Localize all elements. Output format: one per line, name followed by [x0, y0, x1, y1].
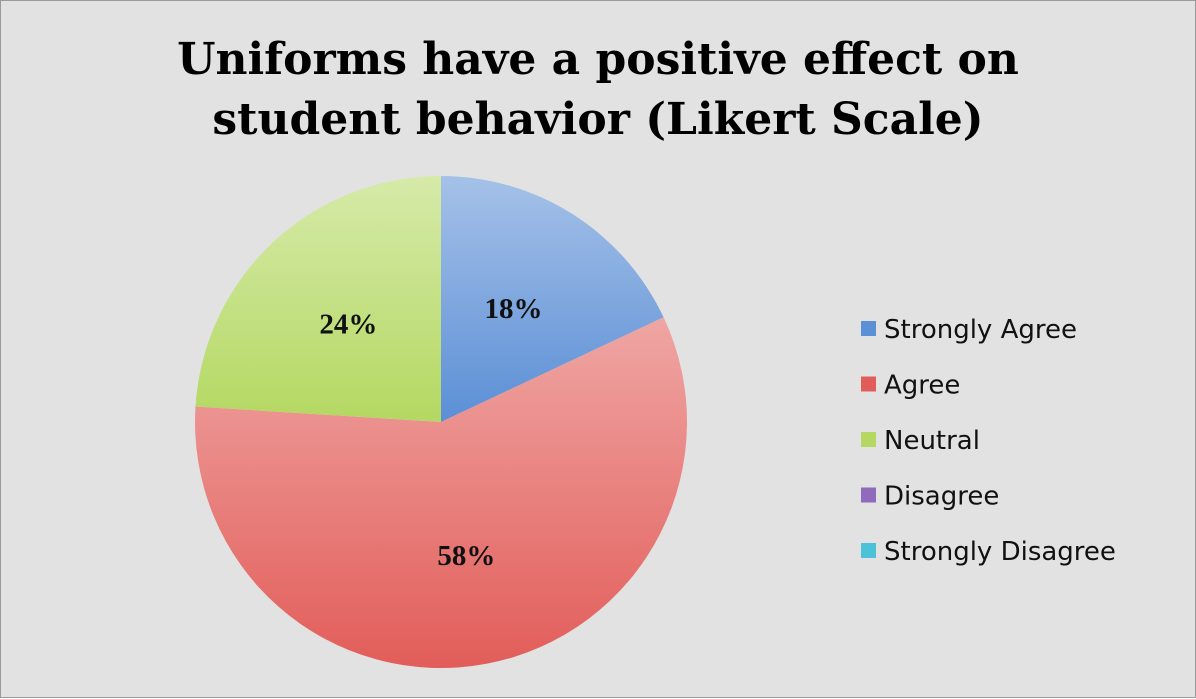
- legend-label-agree: Agree: [884, 371, 960, 401]
- slice-strongly-agree: [441, 176, 664, 422]
- legend-swatch-strongly-disagree: [861, 543, 876, 558]
- legend-swatch-disagree: [861, 487, 876, 503]
- legend-label-strongly-agree: Strongly Agree: [884, 315, 1077, 345]
- pie-slices: [195, 176, 688, 669]
- slice-agree: [195, 317, 688, 669]
- data-label-strongly-agree: 18%: [485, 293, 543, 325]
- chart-title-line-2: student behavior (Likert Scale): [212, 94, 983, 145]
- legend-swatch-agree: [861, 376, 876, 392]
- legend-swatch-neutral: [861, 432, 876, 447]
- data-label-agree: 58%: [437, 540, 495, 572]
- legend-swatch-strongly-agree: [861, 321, 876, 336]
- pie-data-labels: 18% 58% 24%: [319, 293, 542, 572]
- legend-label-neutral: Neutral: [884, 426, 980, 456]
- legend-label-disagree: Disagree: [884, 482, 999, 512]
- data-label-neutral: 24%: [319, 308, 377, 340]
- legend-label-strongly-disagree: Strongly Disagree: [884, 537, 1116, 567]
- chart-title-line-1: Uniforms have a positive effect on: [177, 34, 1019, 85]
- slice-neutral: [195, 176, 441, 422]
- legend: Strongly Agree Agree Neutral Disagree Strong…: [861, 315, 1116, 567]
